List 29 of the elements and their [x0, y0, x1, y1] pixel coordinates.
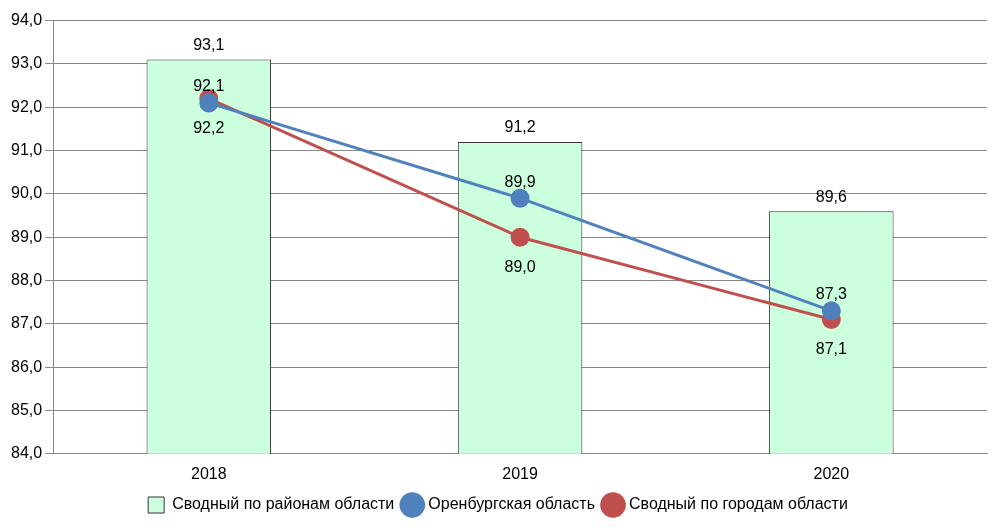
data-label: 91,2: [504, 118, 536, 136]
y-tick-label: 88,0: [11, 270, 43, 288]
point: [821, 301, 841, 321]
point: [510, 227, 530, 247]
y-tick-label: 94,0: [11, 11, 43, 29]
y-tick-label: 90,0: [11, 184, 43, 202]
data-label: 89,9: [504, 172, 536, 190]
point: [510, 188, 530, 208]
y-tick-label: 85,0: [11, 400, 43, 418]
data-label: 87,3: [815, 285, 848, 303]
data-label: 89,0: [504, 257, 536, 275]
y-tick-label: 93,0: [11, 54, 43, 72]
data-label: 92,2: [193, 118, 225, 136]
y-tick-label: 86,0: [11, 357, 43, 375]
legend-label: Сводный по городам области: [629, 495, 848, 513]
data-label: 89,6: [815, 187, 848, 205]
y-tick-label: 89,0: [11, 227, 43, 245]
legend-label: Сводный по районам области: [172, 495, 395, 513]
x-tick-label: 2020: [813, 464, 850, 482]
y-tick-label: 91,0: [11, 140, 43, 158]
data-label: 92,1: [193, 77, 225, 95]
y-tick-label: 84,0: [11, 444, 43, 462]
y-tick-label: 92,0: [11, 97, 43, 115]
data-label: 93,1: [193, 35, 225, 53]
x-tick-label: 2018: [190, 464, 227, 482]
data-label: 87,1: [815, 339, 848, 357]
legend-label: Оренбургская область: [428, 495, 596, 513]
x-tick-label: 2019: [502, 464, 538, 482]
y-tick-label: 87,0: [11, 314, 43, 332]
